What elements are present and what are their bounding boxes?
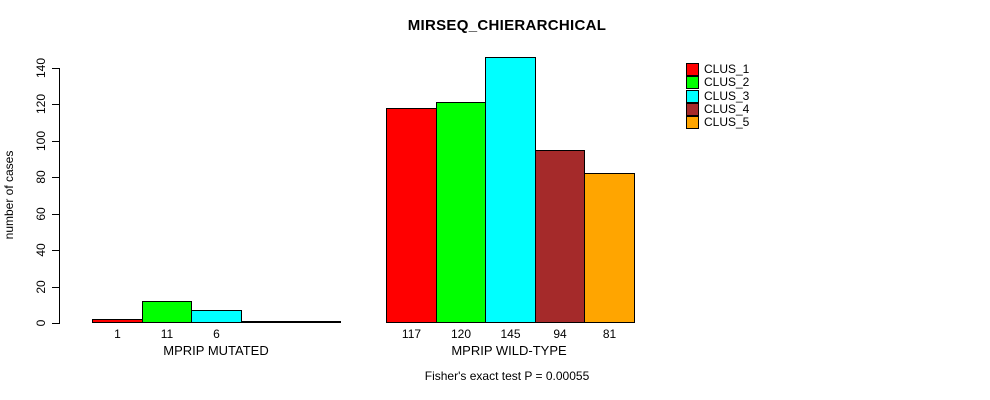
y-tick-label: 40 — [34, 243, 48, 257]
y-tick-label: 120 — [34, 93, 48, 115]
y-tick-label: 80 — [34, 170, 48, 184]
y-axis-line — [59, 68, 60, 324]
bar-clus-5-group1 — [584, 173, 635, 323]
y-tick — [52, 250, 59, 251]
bar-value-label: 1 — [114, 327, 121, 341]
bar-clus-3-group1 — [485, 57, 536, 323]
caption: Fisher's exact test P = 0.00055 — [424, 369, 590, 383]
bar-clus-1-group0 — [92, 319, 143, 323]
legend-item-label: CLUS_2 — [704, 75, 750, 89]
y-tick-label: 100 — [34, 130, 48, 152]
legend-item-clus-1: CLUS_1 — [686, 63, 749, 76]
legend-swatch — [686, 103, 699, 116]
legend-item-label: CLUS_5 — [704, 115, 750, 129]
legend-item-clus-3: CLUS_3 — [686, 90, 749, 103]
bar-clus-5-group0 — [290, 321, 341, 323]
group-label-mprip-mutated: MPRIP MUTATED — [163, 343, 269, 358]
y-tick-label: 60 — [34, 207, 48, 221]
y-tick-label: 20 — [34, 280, 48, 294]
bar-value-label: 81 — [602, 327, 617, 341]
group-label-mprip-wild-type: MPRIP WILD-TYPE — [451, 343, 567, 358]
bar-value-label: 145 — [500, 327, 521, 341]
y-tick — [52, 177, 59, 178]
legend-item-clus-5: CLUS_5 — [686, 116, 749, 129]
y-tick — [52, 214, 59, 215]
y-tick — [52, 323, 59, 324]
y-tick — [52, 287, 59, 288]
legend-item-clus-4: CLUS_4 — [686, 103, 749, 116]
legend-item-label: CLUS_1 — [704, 62, 750, 76]
y-tick-label: 140 — [34, 57, 48, 79]
y-tick — [52, 104, 59, 105]
bar-clus-2-group1 — [436, 102, 486, 323]
legend-item-clus-2: CLUS_2 — [686, 76, 749, 89]
bar-clus-4-group1 — [535, 150, 585, 323]
bar-value-label: 6 — [213, 327, 220, 341]
legend-swatch — [686, 116, 699, 129]
bar-clus-1-group1 — [386, 108, 437, 323]
bar-value-label: 120 — [450, 327, 472, 341]
bar-clus-3-group0 — [191, 310, 242, 323]
legend-item-label: CLUS_3 — [704, 89, 750, 103]
legend-swatch — [686, 76, 699, 89]
legend-item-label: CLUS_4 — [704, 102, 750, 116]
legend-swatch — [686, 63, 699, 76]
chart-title: MIRSEQ_CHIERARCHICAL — [407, 17, 607, 34]
bar-clus-4-group0 — [241, 321, 291, 323]
y-tick-label: 0 — [34, 319, 48, 327]
y-tick — [52, 141, 59, 142]
bar-value-label: 94 — [553, 327, 567, 341]
bar-clus-2-group0 — [142, 301, 192, 323]
y-tick — [52, 68, 59, 69]
bar-value-label: 11 — [160, 327, 174, 341]
bar-value-label: 117 — [401, 327, 422, 341]
legend-swatch — [686, 90, 699, 103]
